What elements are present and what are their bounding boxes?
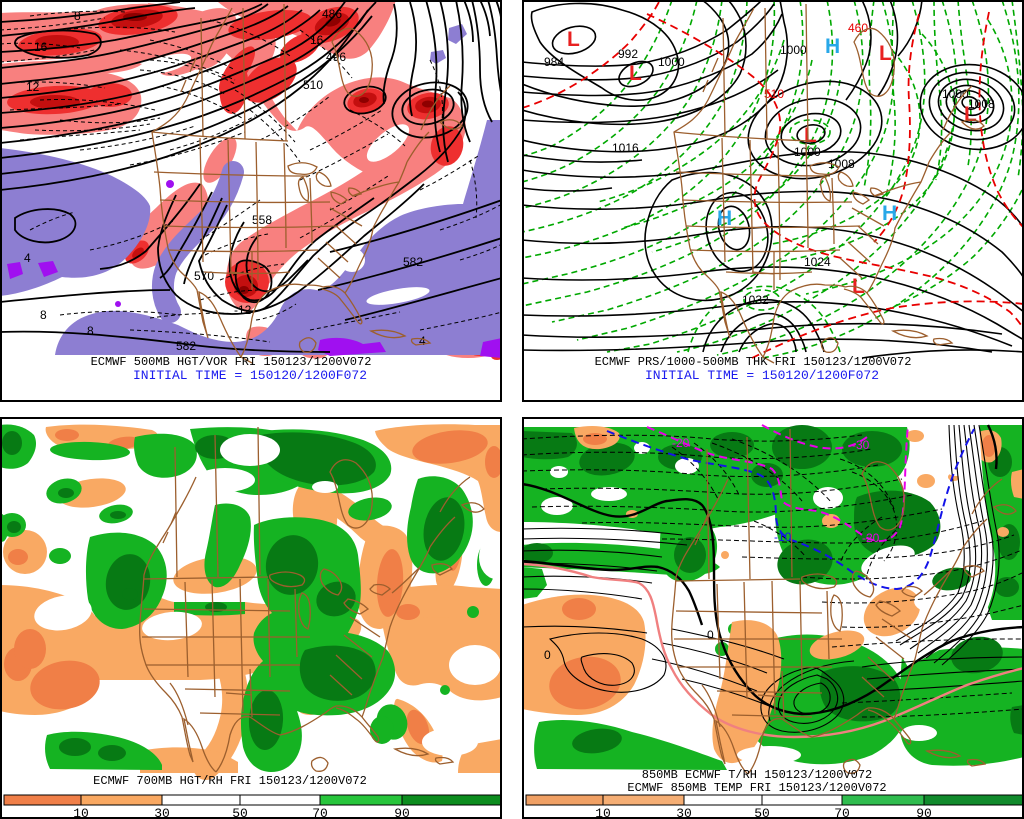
svg-text:1008: 1008 [828, 157, 855, 171]
svg-text:70: 70 [834, 806, 850, 819]
svg-text:1008: 1008 [968, 97, 995, 111]
svg-text:8: 8 [40, 308, 47, 322]
svg-text:12: 12 [26, 80, 40, 94]
svg-text:ECMWF 700MB HGT/RH FRI 150123/: ECMWF 700MB HGT/RH FRI 150123/1200V072 [93, 774, 367, 788]
svg-text:10: 10 [595, 806, 611, 819]
svg-text:50: 50 [232, 806, 248, 819]
svg-text:582: 582 [403, 255, 423, 269]
svg-text:8: 8 [87, 324, 94, 338]
svg-text:70: 70 [312, 806, 328, 819]
svg-text:558: 558 [252, 213, 272, 227]
svg-text:H: H [825, 35, 840, 58]
svg-text:850MB ECMWF T/RH 150123/1200V0: 850MB ECMWF T/RH 150123/1200V072 [642, 768, 872, 782]
svg-text:ECMWF 500MB HGT/VOR FRI 150123: ECMWF 500MB HGT/VOR FRI 150123/1200V072 [91, 355, 372, 369]
svg-text:16: 16 [310, 33, 324, 47]
svg-text:H: H [882, 202, 897, 225]
svg-text:90: 90 [916, 806, 932, 819]
svg-text:582: 582 [176, 339, 196, 353]
svg-text:30: 30 [676, 806, 692, 819]
svg-text:8: 8 [74, 9, 81, 23]
svg-text:4: 4 [419, 334, 426, 348]
svg-text:1000: 1000 [942, 87, 969, 101]
svg-text:INITIAL TIME = 150120/1200F072: INITIAL TIME = 150120/1200F072 [645, 368, 879, 383]
svg-text:1000: 1000 [780, 43, 807, 57]
svg-text:30: 30 [154, 806, 170, 819]
svg-text:1024: 1024 [804, 255, 831, 269]
svg-text:0: 0 [544, 648, 551, 662]
svg-text:992: 992 [618, 47, 638, 61]
svg-text:16: 16 [34, 40, 48, 54]
svg-text:-20: -20 [672, 436, 690, 450]
svg-text:-10: -10 [774, 530, 792, 544]
svg-text:10: 10 [73, 806, 89, 819]
svg-text:L: L [879, 42, 892, 65]
svg-text:1032: 1032 [742, 293, 769, 307]
svg-text:570: 570 [194, 269, 214, 283]
svg-text:L: L [567, 28, 580, 51]
svg-text:-30: -30 [852, 438, 870, 452]
svg-text:1016: 1016 [612, 141, 639, 155]
svg-text:INITIAL TIME = 150120/1200F072: INITIAL TIME = 150120/1200F072 [133, 368, 367, 383]
svg-text:1000: 1000 [794, 145, 821, 159]
svg-text:1000: 1000 [658, 55, 685, 69]
svg-text:ECMWF PRS/1000-500MB THK FRI 1: ECMWF PRS/1000-500MB THK FRI 150123/1200… [595, 355, 912, 369]
svg-text:0: 0 [707, 628, 714, 642]
svg-text:L: L [629, 62, 642, 85]
svg-text:90: 90 [394, 806, 410, 819]
svg-text:510: 510 [764, 87, 784, 101]
svg-text:510: 510 [303, 78, 323, 92]
svg-text:-20: -20 [862, 531, 880, 545]
svg-text:496: 496 [326, 50, 346, 64]
svg-text:ECMWF 850MB TEMP FRI 150123/12: ECMWF 850MB TEMP FRI 150123/1200V072 [627, 781, 886, 795]
svg-text:984: 984 [544, 55, 564, 69]
svg-text:L: L [852, 275, 865, 298]
svg-text:460: 460 [848, 21, 868, 35]
svg-text:-12: -12 [234, 303, 252, 317]
svg-text:4: 4 [24, 251, 31, 265]
svg-text:486: 486 [322, 7, 342, 21]
svg-text:50: 50 [754, 806, 770, 819]
